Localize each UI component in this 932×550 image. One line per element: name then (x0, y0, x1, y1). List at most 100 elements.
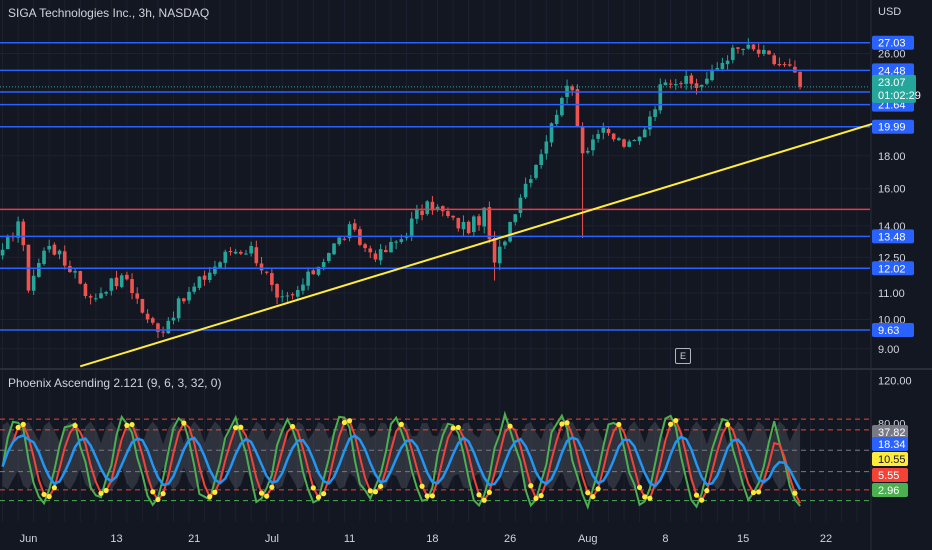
indicator-dot (699, 497, 705, 503)
candle-body (694, 83, 699, 89)
candle (570, 84, 575, 96)
level-price-tag (872, 63, 914, 78)
indicator-title[interactable]: Phoenix Ascending 2.121 (9, 6, 3, 32, 0) (8, 376, 222, 390)
candle-body (425, 201, 430, 214)
level-tag-bg (872, 63, 914, 78)
candle (746, 38, 751, 50)
candle-body (528, 179, 533, 183)
symbol-title[interactable]: SIGA Technologies Inc., 3h, NASDAQ (8, 6, 210, 20)
candle (606, 126, 611, 136)
candle (83, 282, 88, 299)
level-price-tag (872, 35, 914, 50)
candle (601, 122, 606, 140)
candle (327, 252, 331, 264)
candle-body (710, 69, 714, 81)
level-tag-label: 27.03 (878, 38, 906, 50)
candle-body (78, 271, 83, 284)
candle-body (777, 64, 782, 66)
candle (710, 64, 714, 82)
candle-body (689, 75, 694, 84)
candle (290, 292, 295, 300)
level-tag-label: 24.48 (878, 65, 906, 77)
indicator-series-green (1, 410, 801, 511)
candle-body (42, 250, 46, 264)
candle (756, 43, 761, 58)
candle-body (130, 279, 134, 293)
candle (632, 139, 637, 142)
indicator-value-tag (872, 437, 908, 451)
indicator-dot (507, 423, 513, 429)
candle-body (347, 224, 352, 239)
candle (617, 136, 621, 141)
candle (668, 79, 673, 89)
candle-body (176, 298, 181, 319)
candle (767, 50, 771, 55)
candle (642, 126, 647, 138)
candle-body (145, 313, 150, 320)
candle-body (606, 128, 611, 134)
indicator-dot (160, 491, 166, 497)
indicator-dot (450, 425, 456, 431)
trendline (79, 122, 873, 368)
indicator-dot (321, 491, 327, 497)
candle-body (140, 298, 145, 313)
indicator-dot (181, 420, 187, 426)
candle (301, 278, 305, 295)
indicator-dot (559, 421, 565, 427)
candle (689, 73, 694, 90)
candle-body (156, 323, 160, 332)
candle-body (741, 48, 745, 50)
candle-body (523, 183, 528, 198)
candle-body (591, 139, 595, 151)
candle-body (705, 78, 709, 84)
candle-body (119, 275, 124, 287)
candle-body (668, 83, 673, 85)
candle-body (88, 296, 93, 298)
candle (187, 286, 191, 304)
indicator-dot (289, 423, 296, 430)
earnings-event-icon[interactable]: E (675, 348, 691, 364)
time-tick-label: 8 (662, 533, 668, 545)
indicator-dot (372, 489, 379, 495)
indicator-tag-bg (872, 425, 908, 439)
level-tag-label: 9.63 (878, 325, 899, 337)
candle (161, 326, 165, 338)
indicator-dot (315, 494, 322, 500)
candle (591, 134, 595, 156)
candle (202, 270, 207, 286)
candle-body (508, 222, 512, 242)
candle (658, 78, 663, 114)
candle-body (684, 75, 688, 84)
candle-body (57, 250, 62, 255)
candle-body (787, 64, 792, 66)
time-tick-label: 15 (737, 533, 749, 545)
candle (88, 294, 93, 305)
indicator-tag-bg (872, 468, 908, 482)
candle (772, 52, 777, 66)
indicator-dot (233, 425, 239, 431)
candle-body (223, 251, 228, 263)
candle (223, 249, 228, 270)
candle (585, 147, 590, 155)
candle-body (637, 136, 642, 142)
candle (21, 218, 26, 252)
level-tag-bg (872, 229, 914, 244)
indicator-dot (98, 490, 104, 496)
candle (238, 250, 243, 256)
indicator-series-blue (1, 434, 802, 491)
candle (57, 249, 62, 260)
level-price-tag (872, 119, 914, 134)
candle-body (182, 298, 186, 302)
candle-body (611, 133, 616, 140)
candle (197, 275, 202, 291)
indicator-value-tag (872, 452, 908, 466)
indicator-dot (264, 493, 270, 499)
time-tick-label: 11 (344, 533, 355, 545)
candle-body (466, 221, 471, 234)
candle (337, 237, 342, 247)
indicator-dot (20, 421, 26, 427)
candle (420, 204, 424, 221)
candle-body (342, 238, 347, 240)
indicator-dot (424, 493, 430, 499)
